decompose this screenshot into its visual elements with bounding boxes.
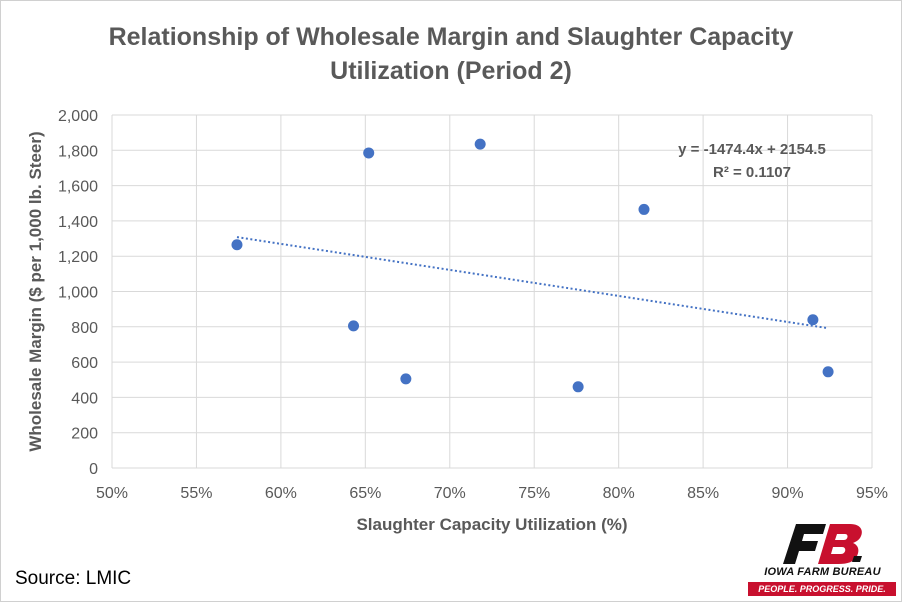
x-tick-label: 75%	[518, 485, 550, 502]
y-tick-label: 400	[71, 390, 98, 407]
y-axis-title: Wholesale Margin ($ per 1,000 lb. Steer)	[26, 131, 45, 451]
source-note: Source: LMIC	[15, 568, 132, 589]
logo-name: IOWA FARM BUREAU	[764, 566, 881, 578]
x-tick-label: 85%	[687, 485, 719, 502]
trendline	[236, 236, 829, 330]
chart-title-line-2: Utilization (Period 2)	[330, 57, 572, 85]
data-point	[822, 366, 834, 378]
r-squared-label: R² = 0.1107	[713, 164, 791, 181]
data-point	[474, 138, 486, 150]
logo-tagline: PEOPLE. PROGRESS. PRIDE.	[748, 582, 896, 596]
trendline-equation: y = -1474.4x + 2154.5	[678, 141, 826, 158]
data-point	[363, 147, 375, 159]
y-tick-label: 800	[71, 320, 98, 337]
y-tick-label: 2,000	[58, 108, 98, 125]
y-tick-label: 1,200	[58, 249, 98, 266]
data-point	[572, 381, 584, 393]
data-point	[231, 239, 243, 251]
y-tick-label: 1,600	[58, 179, 98, 196]
data-point	[400, 373, 412, 385]
data-point	[807, 314, 819, 326]
x-tick-label: 95%	[856, 485, 888, 502]
x-tick-label: 60%	[265, 485, 297, 502]
y-tick-label: 0	[89, 461, 98, 478]
x-tick-label: 65%	[349, 485, 381, 502]
fb-logo-mark	[783, 524, 862, 564]
data-point	[638, 203, 650, 215]
y-tick-label: 1,800	[58, 143, 98, 160]
x-tick-label: 70%	[434, 485, 466, 502]
x-axis-title: Slaughter Capacity Utilization (%)	[356, 515, 627, 534]
y-tick-label: 1,000	[58, 285, 98, 302]
y-tick-label: 600	[71, 355, 98, 372]
x-tick-label: 50%	[96, 485, 128, 502]
x-tick-label: 90%	[772, 485, 804, 502]
x-tick-label: 55%	[180, 485, 212, 502]
chart-title-line-1: Relationship of Wholesale Margin and Sla…	[108, 23, 794, 51]
y-tick-label: 200	[71, 426, 98, 443]
y-tick-label: 1,400	[58, 214, 98, 231]
iowa-farm-bureau-logo	[783, 524, 862, 564]
x-tick-label: 80%	[603, 485, 635, 502]
chart-title: Relationship of Wholesale Margin and Sla…	[0, 20, 902, 88]
data-point	[348, 320, 360, 332]
